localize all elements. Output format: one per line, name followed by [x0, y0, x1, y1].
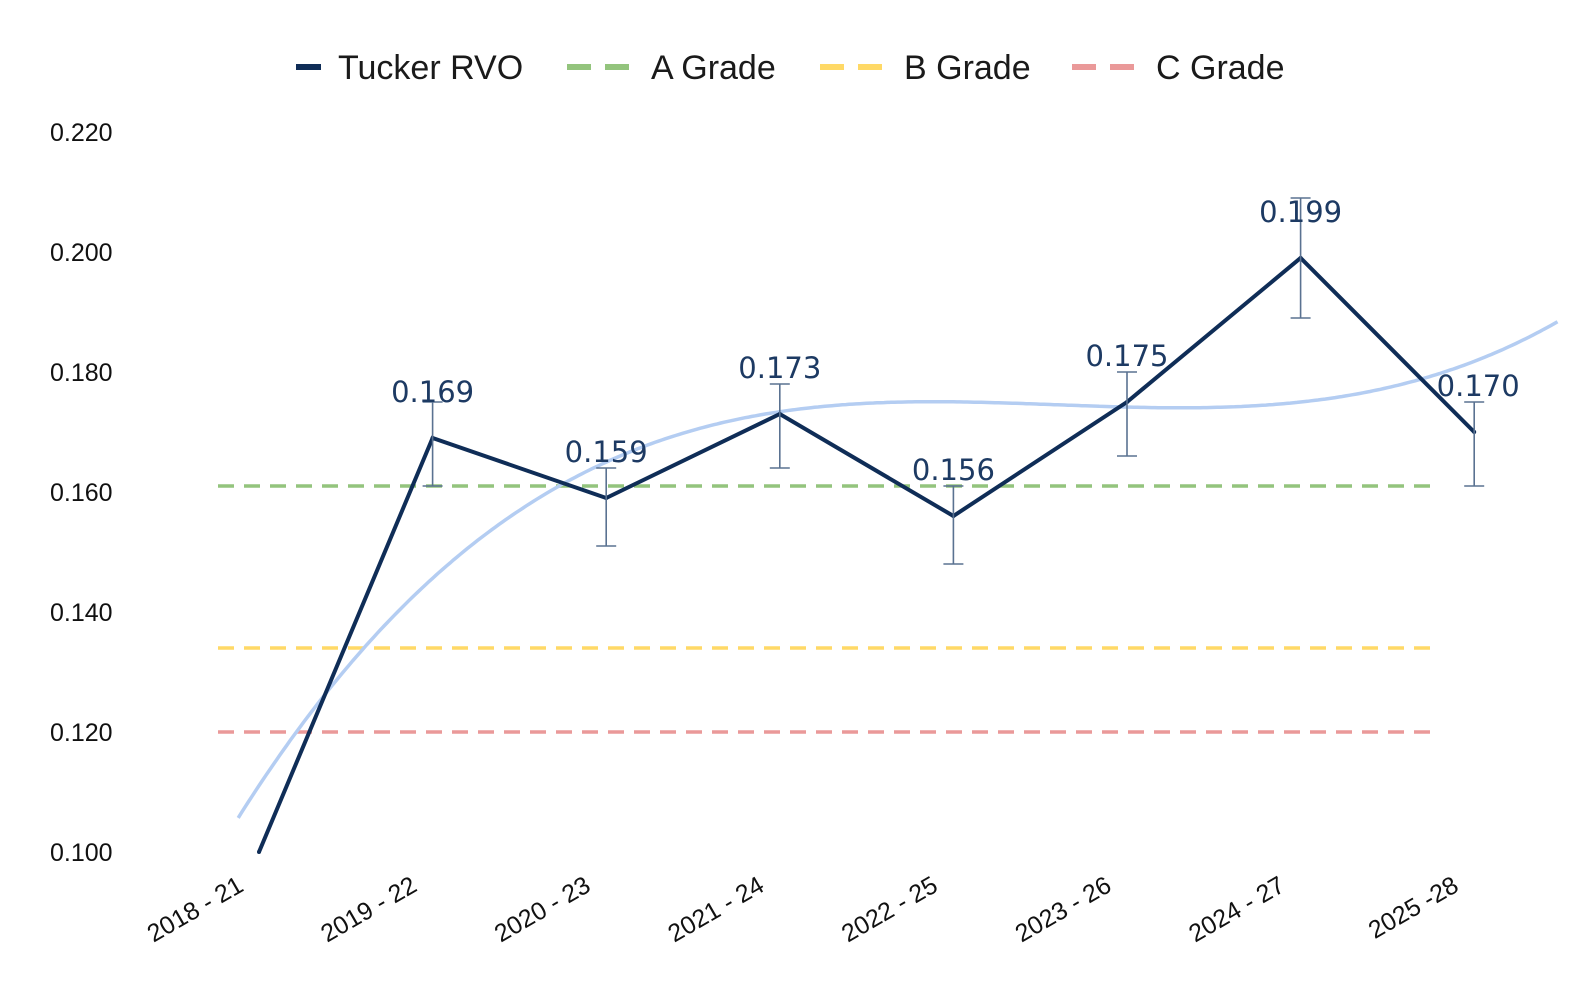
trendline — [236, 320, 1559, 819]
error-bar — [769, 383, 790, 469]
error-bar — [1464, 401, 1485, 487]
x-tick-label: 2020 - 23 — [490, 871, 595, 948]
trendline-layer — [236, 320, 1559, 819]
data-label: 0.156 — [912, 453, 995, 487]
legend-item: B Grade — [820, 49, 1031, 87]
error-bar — [1117, 371, 1137, 457]
reference-lines — [218, 484, 1440, 734]
legend-item: C Grade — [1072, 49, 1285, 87]
x-tick-label: 2018 - 21 — [143, 871, 248, 948]
legend-item: A Grade — [567, 49, 776, 87]
data-label: 0.159 — [565, 435, 648, 469]
series-line-tucker-rvo — [257, 255, 1476, 853]
y-tick-label: 0.220 — [50, 119, 113, 147]
error-bars — [422, 197, 1485, 565]
legend-label: B Grade — [904, 49, 1031, 87]
data-label: 0.173 — [738, 351, 821, 385]
legend: Tucker RVO A Grade B Grade C Grade — [296, 49, 1285, 87]
y-tick-label: 0.180 — [50, 359, 113, 387]
y-tick-label: 0.120 — [50, 719, 113, 747]
y-axis: 0.220 0.200 0.180 0.160 0.140 0.120 0.100 — [50, 119, 113, 867]
y-tick-label: 0.160 — [50, 479, 113, 507]
series-layer — [257, 255, 1477, 854]
x-tick-label: 2024 - 27 — [1184, 871, 1289, 948]
legend-item: Tucker RVO — [296, 49, 523, 87]
x-tick-label: 2022 - 25 — [837, 871, 942, 948]
x-axis: 2018 - 21 2019 - 22 2020 - 23 2021 - 24 2022… — [143, 871, 1464, 948]
legend-label: A Grade — [651, 49, 776, 87]
data-point — [257, 850, 261, 854]
y-tick-label: 0.200 — [50, 239, 113, 267]
data-label: 0.199 — [1259, 195, 1342, 229]
x-tick-label: 2023 - 26 — [1011, 871, 1116, 948]
x-tick-label: 2019 - 22 — [316, 871, 421, 948]
data-label: 0.170 — [1437, 369, 1520, 403]
data-label: 0.175 — [1085, 339, 1168, 373]
y-tick-label: 0.100 — [50, 839, 113, 867]
error-bar — [943, 485, 964, 565]
error-bar — [422, 401, 443, 487]
legend-label: Tucker RVO — [338, 49, 523, 87]
legend-label: C Grade — [1156, 49, 1285, 87]
error-bar — [596, 467, 617, 547]
x-tick-label: 2021 - 24 — [663, 871, 769, 948]
error-bar — [1290, 197, 1311, 319]
y-tick-label: 0.140 — [50, 599, 113, 627]
data-labels: 0.169 0.159 0.173 0.156 0.175 0.199 0.170 — [391, 195, 1520, 487]
data-label: 0.169 — [391, 375, 474, 409]
x-tick-label: 2025 -28 — [1364, 871, 1463, 945]
